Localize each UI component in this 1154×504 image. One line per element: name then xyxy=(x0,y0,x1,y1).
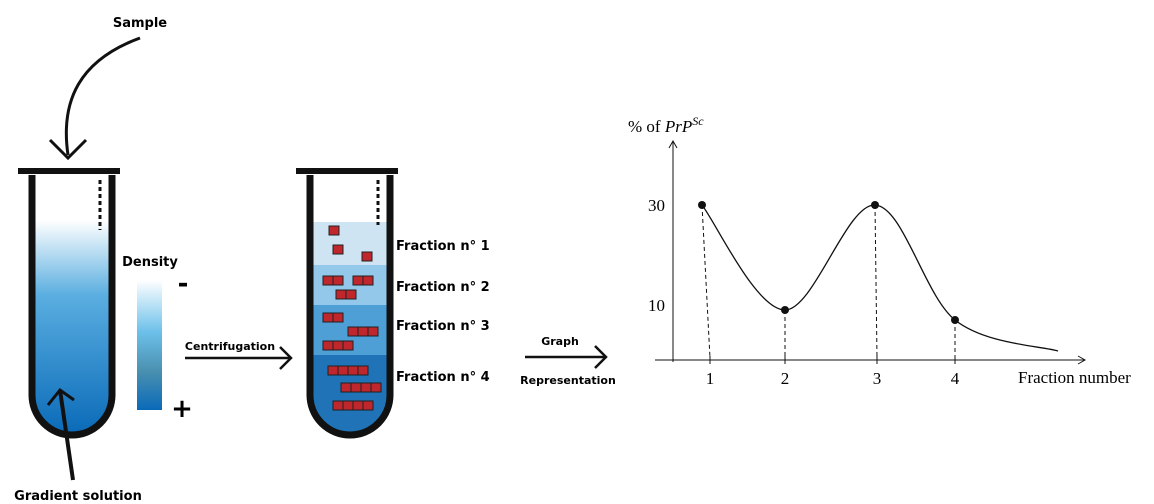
particle xyxy=(335,289,347,300)
particle xyxy=(361,251,373,262)
y-title-var: PrP xyxy=(664,117,692,136)
particle xyxy=(350,382,362,393)
particle xyxy=(332,400,344,411)
particle xyxy=(328,225,340,236)
fraction-label: Fraction n° 1 xyxy=(396,239,490,254)
label: Centrifugation xyxy=(185,340,275,353)
particle xyxy=(362,275,374,286)
arrow-head xyxy=(279,346,293,370)
particle xyxy=(345,289,357,300)
particle xyxy=(352,400,364,411)
particle xyxy=(360,382,372,393)
particle xyxy=(357,365,369,376)
particle xyxy=(332,312,344,323)
drop-line xyxy=(874,204,878,359)
curve xyxy=(701,204,1059,352)
y-title-sup: Sc xyxy=(692,114,704,128)
particle xyxy=(357,326,369,337)
x-tick-label: 4 xyxy=(951,369,960,388)
y-tick-label: 10 xyxy=(648,296,665,315)
arrow-head xyxy=(46,387,75,406)
particle xyxy=(322,312,334,323)
data-point xyxy=(698,201,706,209)
particle xyxy=(347,365,359,376)
gradient-fill xyxy=(32,220,112,435)
density-bar xyxy=(137,280,162,410)
tube xyxy=(28,175,116,439)
fraction-label: Fraction n° 2 xyxy=(396,280,490,295)
particle xyxy=(322,275,334,286)
arrow-head xyxy=(668,139,678,149)
drop-line xyxy=(701,204,711,359)
fraction-label: Fraction n° 3 xyxy=(396,319,490,334)
label: + xyxy=(171,394,193,424)
arrow xyxy=(64,36,141,156)
arrow-head xyxy=(48,138,88,161)
tube xyxy=(306,175,394,439)
y-title-text: % of xyxy=(628,117,665,136)
particle xyxy=(327,365,339,376)
data-point xyxy=(951,316,959,324)
particle xyxy=(370,382,382,393)
particle xyxy=(337,365,349,376)
label: Graph xyxy=(541,335,579,348)
particle xyxy=(332,340,344,351)
particle xyxy=(332,275,344,286)
arrow-head xyxy=(594,345,608,369)
label: - xyxy=(178,269,189,299)
data-point xyxy=(781,306,789,314)
particle xyxy=(332,244,344,255)
particle xyxy=(322,340,334,351)
data-point xyxy=(871,201,879,209)
particle xyxy=(367,326,379,337)
x-tick-label: 1 xyxy=(706,369,715,388)
x-tick-label: 2 xyxy=(781,369,790,388)
particle xyxy=(347,326,359,337)
y-tick-label: 30 xyxy=(648,196,665,215)
arrow xyxy=(58,389,75,481)
particle xyxy=(362,400,374,411)
particle xyxy=(352,275,364,286)
particle xyxy=(342,400,354,411)
y-axis-title: % of PrPSc xyxy=(628,114,704,136)
fraction-label: Fraction n° 4 xyxy=(396,370,490,385)
x-tick-label: 3 xyxy=(873,369,882,388)
label: Density xyxy=(122,255,178,270)
arrow-head xyxy=(1077,355,1087,365)
label: Gradient solution xyxy=(14,489,142,504)
particle xyxy=(340,382,352,393)
particle xyxy=(342,340,354,351)
label: Representation xyxy=(520,374,616,387)
x-axis-title: Fraction number xyxy=(1018,368,1131,387)
label: Sample xyxy=(113,16,167,31)
